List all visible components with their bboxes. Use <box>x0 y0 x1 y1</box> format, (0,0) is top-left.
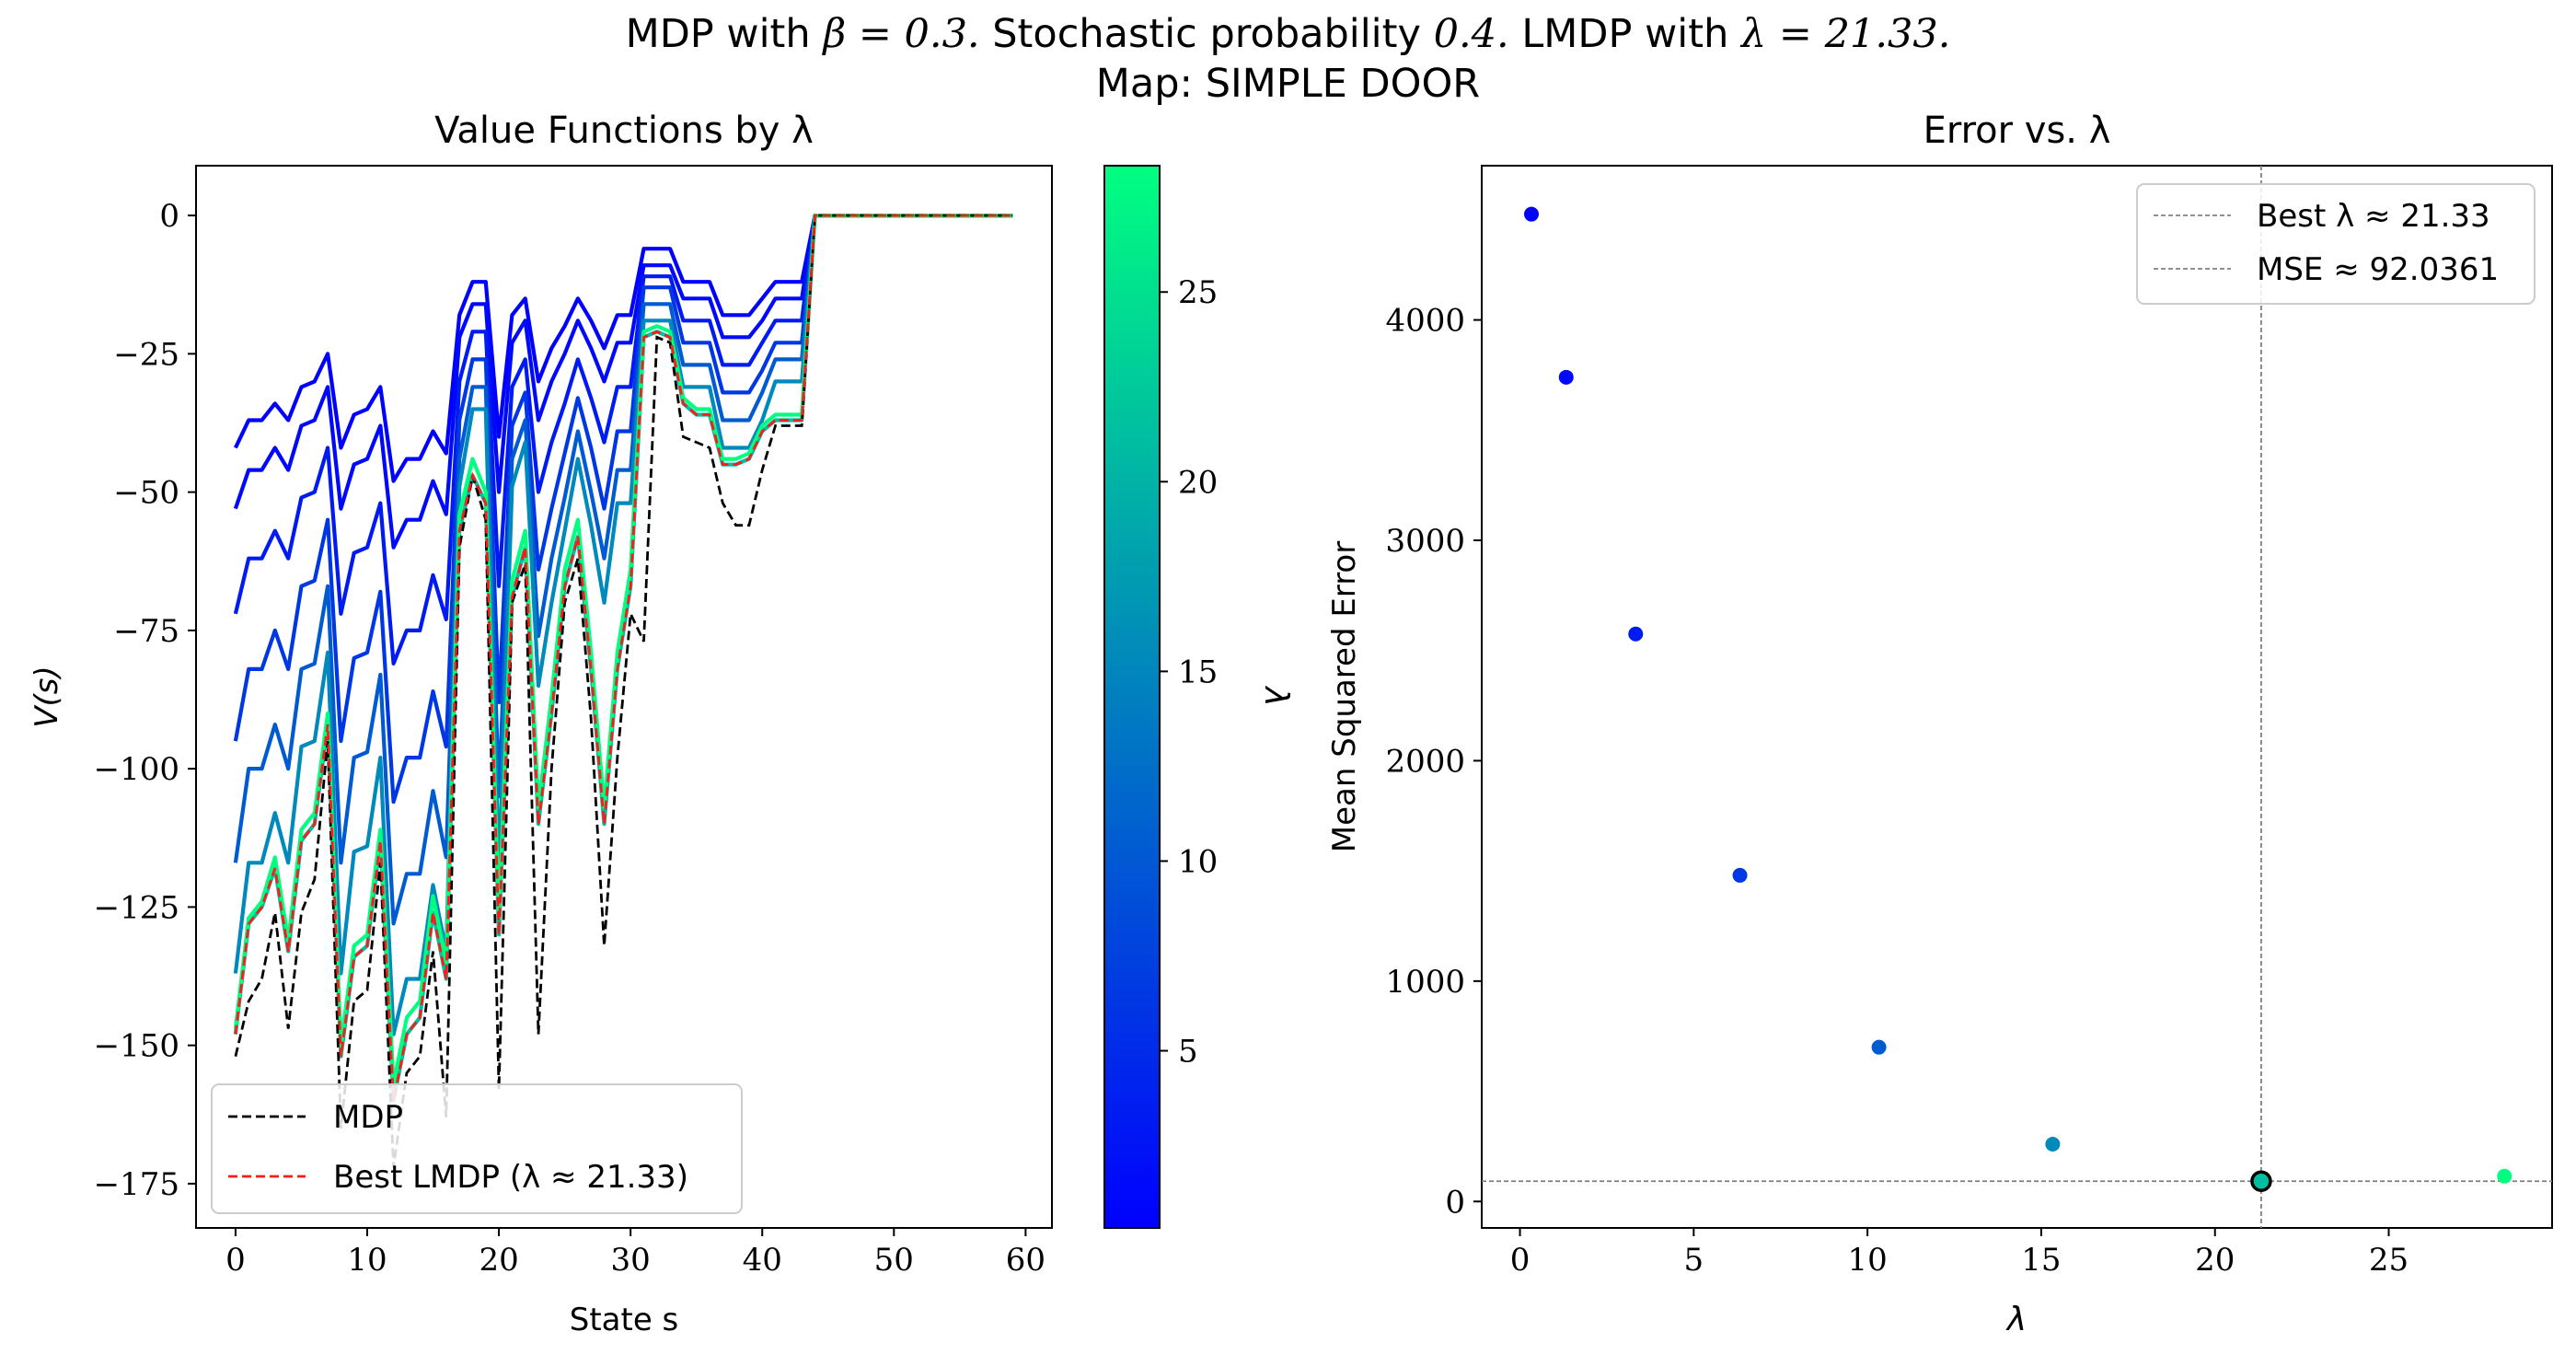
left-legend-box <box>211 1083 743 1214</box>
right-xtick-label-4: 20 <box>2195 1242 2235 1279</box>
left-ytick-label-0: 0 <box>159 198 179 235</box>
lambda-curve-1 <box>233 214 1013 550</box>
left-ytick-label-3: −75 <box>113 613 179 650</box>
left-ytick-label-2: −50 <box>113 475 179 512</box>
right-y-axis-label: Mean Squared Error <box>1326 541 1363 852</box>
colorbar-tick-label-0: 5 <box>1178 1034 1198 1071</box>
right-xtick-label-0: 0 <box>1510 1242 1531 1279</box>
right-xtick-label-5: 25 <box>2369 1242 2409 1279</box>
left-xtick-label-2: 20 <box>479 1242 518 1279</box>
best-point-marker <box>2250 1170 2272 1192</box>
scatter-point-1 <box>1558 369 1574 385</box>
right-ytick-label-0: 0 <box>1445 1184 1465 1221</box>
left-plot-frame <box>195 165 1053 1229</box>
mdp-curve <box>234 214 1013 1168</box>
legend-best-lambda-label: Best λ ≈ 21.33 <box>2257 198 2490 235</box>
left-xtick-label-1: 10 <box>347 1242 387 1279</box>
scatter-point-5 <box>2045 1137 2061 1152</box>
left-legend <box>211 1083 743 1214</box>
colorbar-tick-label-3: 20 <box>1178 464 1218 501</box>
scatter-point-3 <box>1732 867 1748 883</box>
right-xtick-label-1: 5 <box>1684 1242 1704 1279</box>
left-xtick-label-3: 30 <box>611 1242 651 1279</box>
legend-best-lmdp-label: Best LMDP (λ ≈ 21.33) <box>333 1159 688 1196</box>
colorbar-tick-label-1: 10 <box>1178 843 1218 880</box>
left-x-axis-label: State s <box>570 1302 679 1338</box>
right-legend <box>2136 183 2536 305</box>
right-ytick-label-4: 4000 <box>1385 303 1465 340</box>
figure-title-line-2: Map: SIMPLE DOOR <box>1095 61 1481 107</box>
left-chart-title: Value Functions by λ <box>434 110 814 152</box>
scatter-point-2 <box>1628 626 1644 642</box>
colorbar-tick-label-4: 25 <box>1178 274 1218 311</box>
scatter-point-0 <box>1523 206 1539 222</box>
legend-mdp-label: MDP <box>333 1099 403 1136</box>
colorbar-tick-label-2: 15 <box>1178 654 1218 690</box>
legend-mse-label: MSE ≈ 92.0361 <box>2257 251 2499 288</box>
right-chart-title: Error vs. λ <box>1923 110 2111 152</box>
colorbar <box>1103 165 1161 1229</box>
lambda-curve-7 <box>233 214 1013 1086</box>
left-ytick-label-7: −175 <box>94 1166 179 1203</box>
left-xtick-label-4: 40 <box>743 1242 782 1279</box>
left-ytick-label-5: −125 <box>94 889 179 926</box>
left-ytick-label-1: −25 <box>113 336 179 373</box>
right-x-axis-label: λ <box>2005 1301 2027 1338</box>
scatter-point-4 <box>1871 1039 1887 1055</box>
left-xtick-label-6: 60 <box>1006 1242 1045 1279</box>
right-ytick-label-2: 2000 <box>1385 743 1465 780</box>
best-lmdp-curve <box>234 214 1013 1102</box>
value-function-lines <box>233 214 1013 1168</box>
left-y-axis-label: V(s) <box>29 666 65 728</box>
figure-title-line-1: MDP with β = 0.3. Stochastic probability… <box>625 11 1951 57</box>
scatter-point-7 <box>2497 1168 2512 1184</box>
right-ytick-label-1: 1000 <box>1385 964 1465 1001</box>
left-xtick-label-5: 50 <box>874 1242 914 1279</box>
lambda-curve-2 <box>233 214 1013 666</box>
left-xtick-label-0: 0 <box>225 1242 246 1279</box>
right-plot-frame <box>1481 165 2553 1229</box>
right-xtick-label-3: 15 <box>2021 1242 2061 1279</box>
lambda-curve-0 <box>234 214 1013 483</box>
right-xtick-label-2: 10 <box>1848 1242 1888 1279</box>
left-ytick-label-4: −100 <box>94 751 179 788</box>
right-ytick-label-3: 3000 <box>1385 523 1465 560</box>
left-ytick-label-6: −150 <box>94 1028 179 1065</box>
right-legend-box <box>2136 183 2536 305</box>
lambda-curve-3 <box>233 214 1013 805</box>
colorbar-label: λ <box>1257 685 1295 706</box>
